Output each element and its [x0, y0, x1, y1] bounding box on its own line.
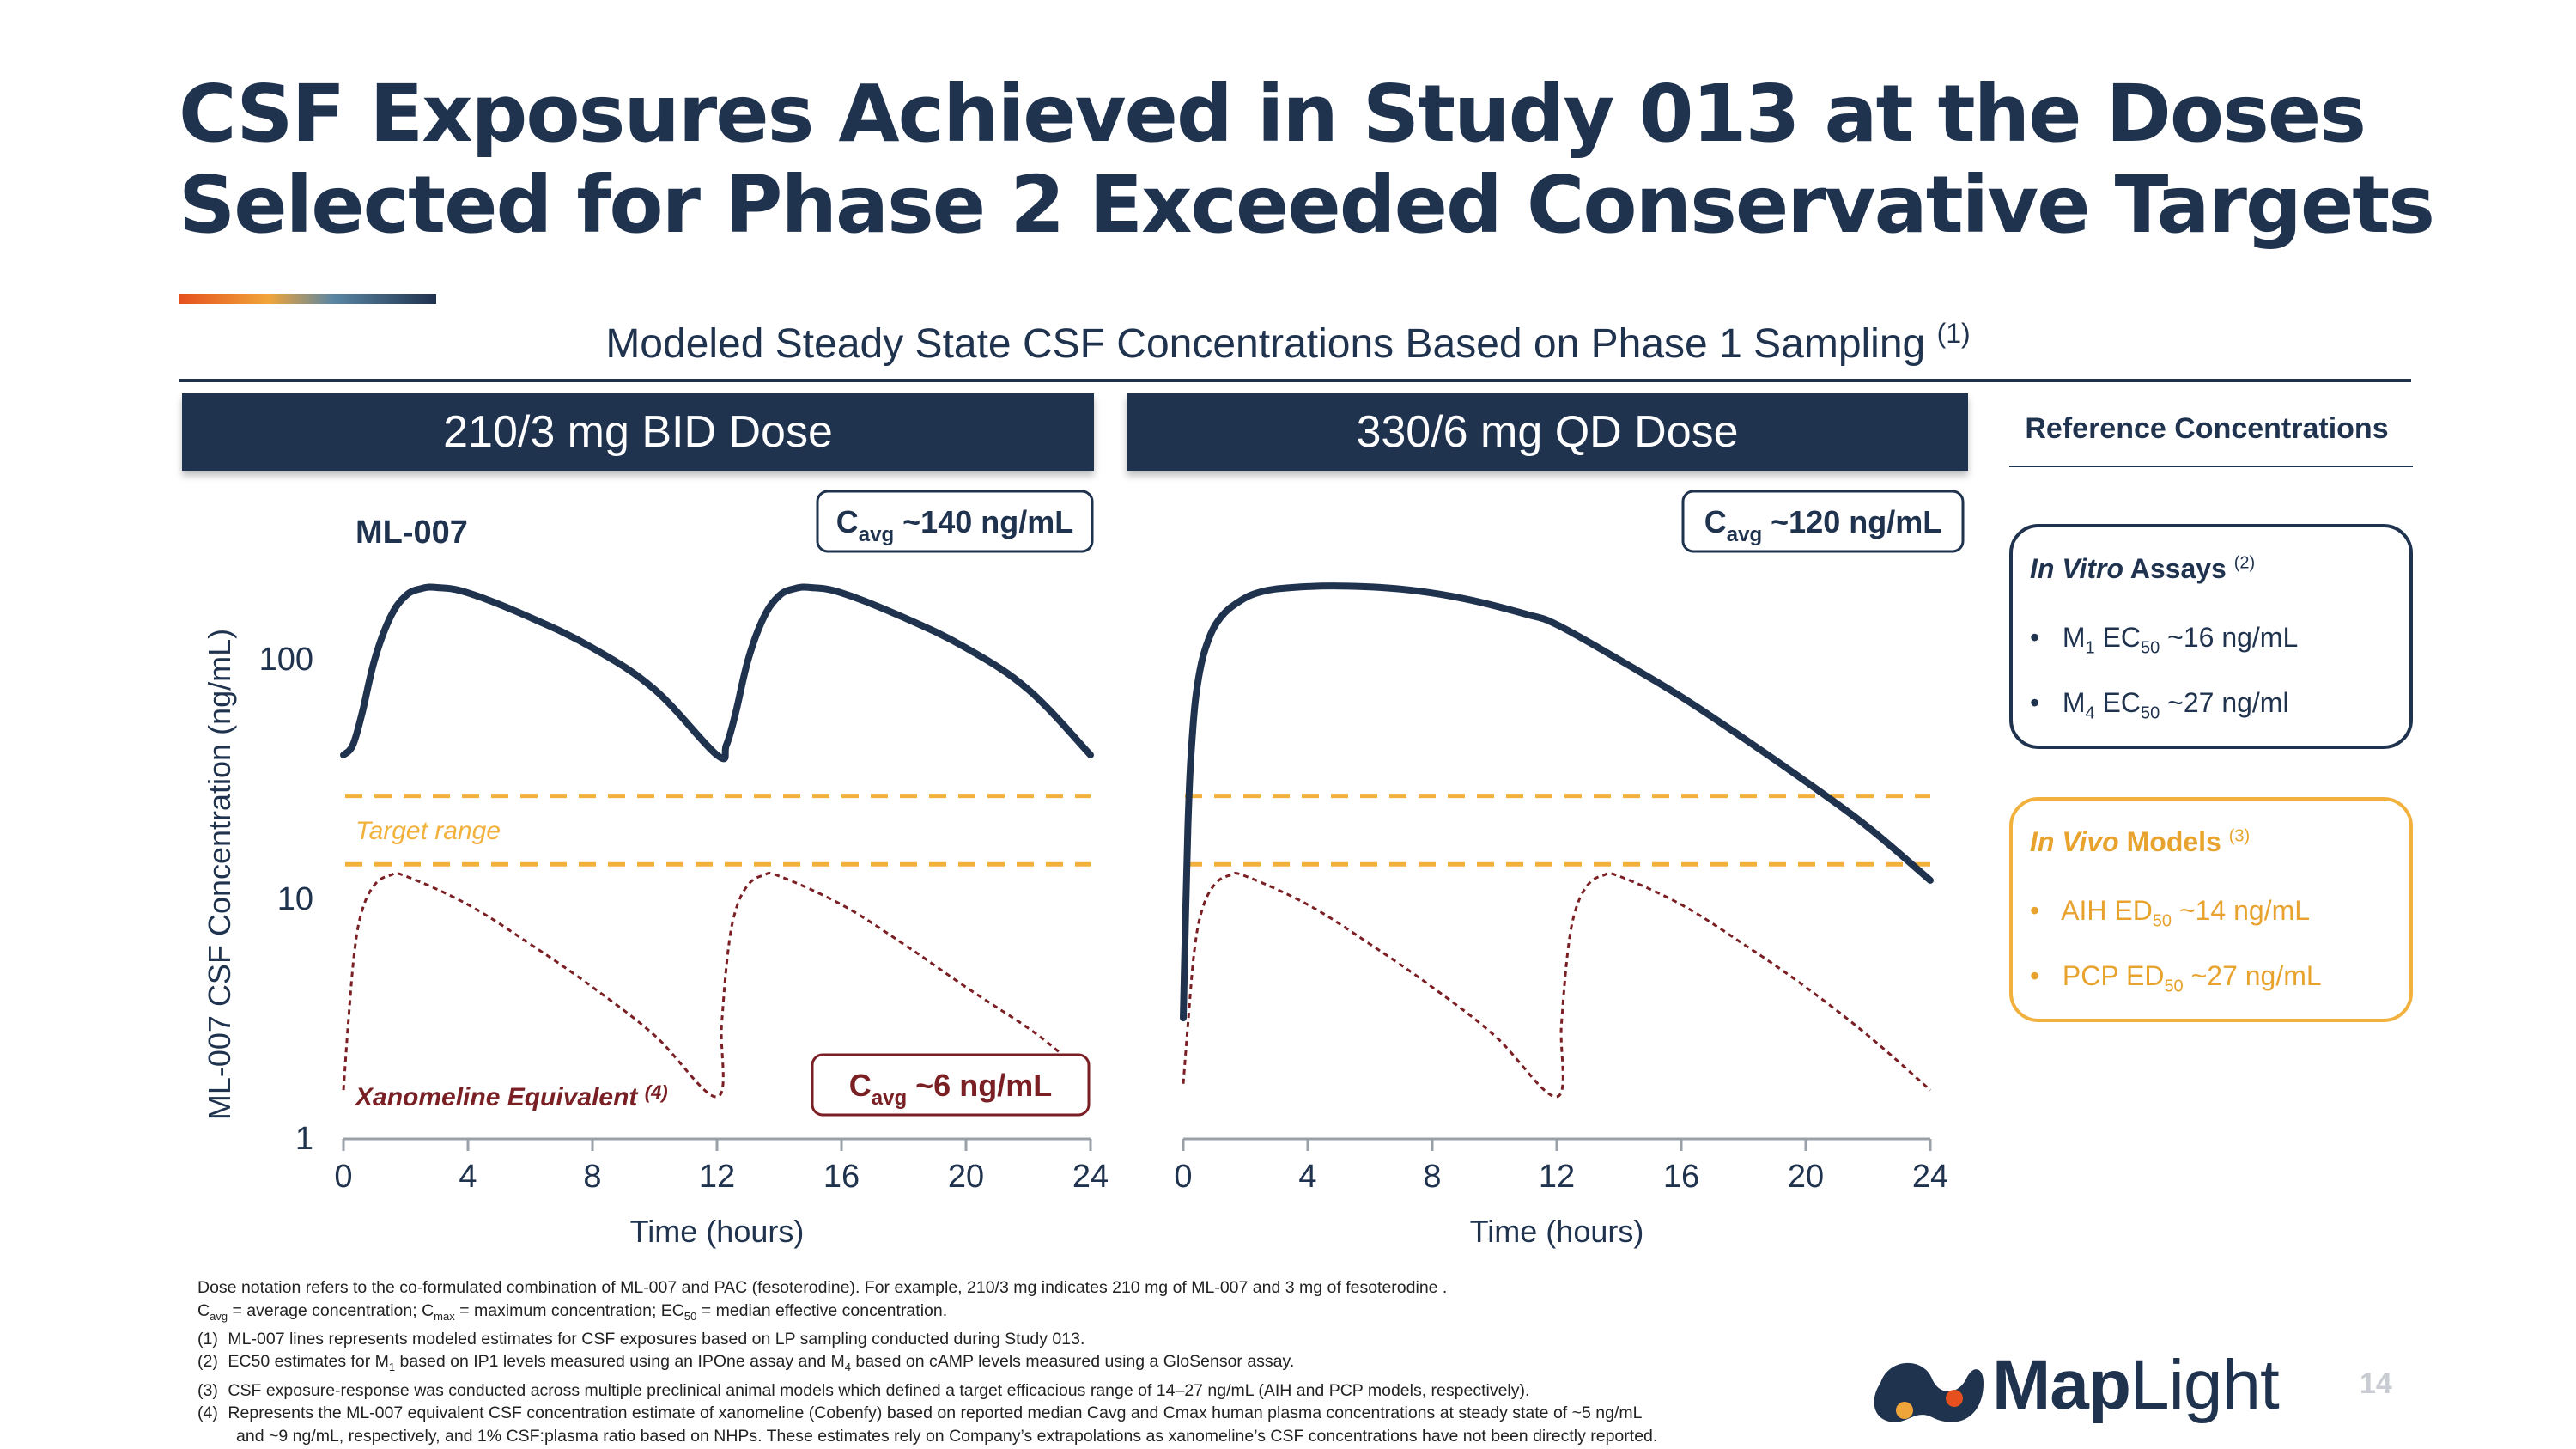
- logo-dot-red: [1946, 1390, 1963, 1407]
- item-value: ~16 ng/mL: [2160, 622, 2299, 653]
- item-value: ~27 ng/mL: [2183, 960, 2322, 991]
- item-prefix: M: [2062, 687, 2086, 718]
- x-tick-label: 20: [948, 1159, 984, 1195]
- cavg-ml007-callout-qd-box: [1681, 490, 1965, 553]
- y-tick-label: 100: [259, 642, 313, 678]
- in-vivo-item: • PCP ED50 ~27 ng/mL: [2030, 960, 2322, 996]
- xanomeline-series-line: [342, 871, 1060, 1099]
- maplight-logo-mark: [1874, 1362, 1984, 1422]
- item-sub: 1: [2085, 638, 2095, 658]
- x-tick-label: 8: [583, 1159, 601, 1195]
- xanomeline-label: Xanomeline Equivalent (4): [354, 1081, 668, 1111]
- reference-divider: [2009, 466, 2413, 467]
- item-sub: 50: [2141, 703, 2160, 723]
- in-vitro-box: In Vitro Assays (2) • M1 EC50 ~16 ng/mL …: [2009, 524, 2413, 749]
- item-sub: 50: [2152, 911, 2172, 931]
- cavg-xano-callout-text: Cavg ~6 ng/mL: [849, 1068, 1052, 1110]
- x-axis-label: Time (hours): [630, 1214, 805, 1249]
- item-value: ~14 ng/mL: [2172, 895, 2311, 926]
- x-tick-label: 24: [1072, 1159, 1109, 1195]
- y-axis-label: ML-007 CSF Concentration (ng/mL): [202, 629, 237, 1120]
- subtitle-divider: [179, 379, 2411, 382]
- in-vitro-item: • M1 EC50 ~16 ng/mL: [2030, 622, 2299, 658]
- logo-swirl-icon: [1874, 1362, 1984, 1422]
- y-tick-label: 1: [295, 1121, 313, 1157]
- ml007-label: ML-007: [355, 514, 468, 551]
- subtitle-ref: (1): [1936, 318, 1971, 349]
- footnote-4-cont: and ~9 ng/mL, respectively, and 1% CSF:p…: [236, 1426, 1658, 1446]
- in-vivo-heading-italic: In Vivo: [2030, 826, 2119, 857]
- in-vivo-heading: In Vivo Models (3): [2030, 826, 2250, 858]
- in-vivo-box: In Vivo Models (3) • AIH ED50 ~14 ng/mL …: [2009, 797, 2413, 1022]
- item-sub: 50: [2164, 977, 2184, 996]
- page-number: 14: [2360, 1367, 2392, 1400]
- item-value: ~27 ng/ml: [2160, 687, 2289, 718]
- title-line-2: Selected for Phase 2 Exceeded Conservati…: [179, 159, 2435, 251]
- cavg-ml007-callout-qd-text: Cavg ~120 ng/mL: [1704, 504, 1941, 546]
- title-line-1: CSF Exposures Achieved in Study 013 at t…: [179, 68, 2366, 160]
- target-range-label: Target range: [355, 817, 501, 845]
- x-tick-label: 8: [1423, 1159, 1441, 1195]
- item-prefix: PCP ED: [2062, 960, 2165, 991]
- xanomeline-series-line: [1182, 871, 1931, 1099]
- footnote-abbreviations: Cavg = average concentration; Cmax = max…: [197, 1300, 948, 1323]
- cavg-xano-callout-box: [811, 1053, 1091, 1117]
- footnotes: Dose notation refers to the co-formulate…: [197, 1276, 1855, 1447]
- footnote-dose-notation: Dose notation refers to the co-formulate…: [197, 1278, 1448, 1297]
- item-mid: EC: [2094, 687, 2141, 718]
- x-tick-label: 12: [1539, 1159, 1575, 1195]
- footnote-1: (1) ML-007 lines represents modeled esti…: [197, 1329, 1085, 1349]
- ml007-series-line: [340, 583, 1094, 763]
- x-tick-label: 24: [1912, 1159, 1948, 1195]
- item-mid: EC: [2094, 622, 2141, 653]
- in-vitro-heading-rest: Assays: [2123, 553, 2227, 584]
- in-vivo-heading-rest: Models: [2118, 826, 2221, 857]
- in-vitro-item: • M4 EC50 ~27 ng/ml: [2030, 687, 2289, 723]
- ml007-series-line: [1180, 582, 1934, 1022]
- cavg-ml007-callout-box: [816, 490, 1094, 553]
- maplight-logo-text: MapLight: [1992, 1346, 2280, 1424]
- x-tick-label: 12: [699, 1159, 735, 1195]
- x-tick-label: 0: [1174, 1159, 1192, 1195]
- item-sub: 50: [2141, 638, 2160, 658]
- item-sub: 4: [2085, 703, 2095, 723]
- cavg-ml007-callout-text: Cavg ~140 ng/mL: [836, 504, 1073, 546]
- item-prefix: M: [2062, 622, 2086, 653]
- chart-subtitle: Modeled Steady State CSF Concentrations …: [0, 318, 2576, 368]
- panel-header-bid: 210/3 mg BID Dose: [182, 393, 1094, 471]
- footnote-3: (3) CSF exposure-response was conducted …: [197, 1380, 1530, 1400]
- panel-header-qd: 330/6 mg QD Dose: [1127, 393, 1968, 471]
- in-vivo-item: • AIH ED50 ~14 ng/mL: [2030, 895, 2311, 931]
- footnote-4: (4) Represents the ML-007 equivalent CSF…: [197, 1403, 1643, 1423]
- y-tick-label: 10: [277, 881, 313, 917]
- x-tick-label: 16: [1663, 1159, 1699, 1195]
- x-tick-label: 4: [459, 1159, 477, 1195]
- title-accent-bar: [179, 294, 436, 304]
- x-axis-label: Time (hours): [1470, 1214, 1644, 1249]
- x-tick-label: 4: [1298, 1159, 1316, 1195]
- in-vitro-ref: (2): [2233, 553, 2256, 573]
- reference-title: Reference Concentrations: [2025, 412, 2389, 445]
- in-vitro-heading: In Vitro Assays (2): [2030, 553, 2255, 585]
- x-tick-label: 16: [823, 1159, 860, 1195]
- x-tick-label: 20: [1788, 1159, 1824, 1195]
- in-vivo-ref: (3): [2228, 826, 2251, 846]
- footnote-2: (2) EC50 estimates for M1 based on IP1 l…: [197, 1352, 1295, 1374]
- item-prefix: AIH ED: [2061, 895, 2153, 926]
- subtitle-text: Modeled Steady State CSF Concentrations …: [605, 321, 1926, 367]
- logo-dot-orange: [1896, 1402, 1913, 1419]
- slide-title: CSF Exposures Achieved in Study 013 at t…: [179, 69, 2497, 251]
- x-tick-label: 0: [334, 1159, 352, 1195]
- in-vitro-heading-italic: In Vitro: [2030, 553, 2124, 584]
